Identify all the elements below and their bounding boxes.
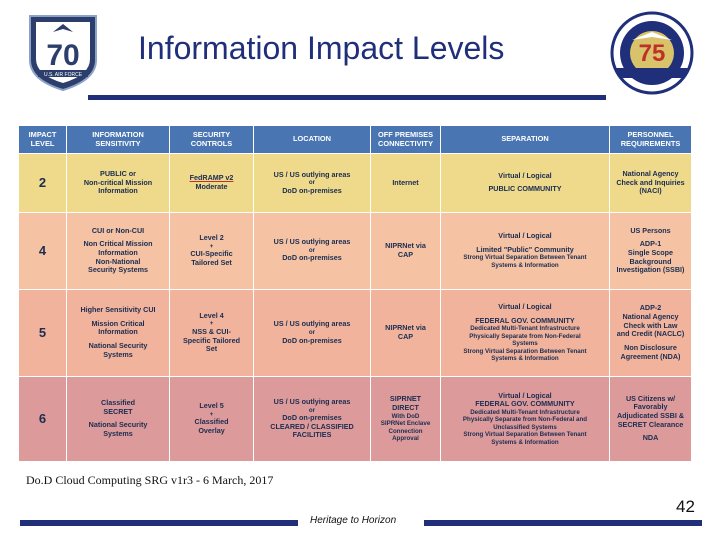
connectivity-cell: NIPRNet via CAP bbox=[370, 288, 441, 377]
footer-bar-right bbox=[424, 520, 702, 526]
connectivity-cell: Internet bbox=[370, 153, 441, 213]
table-row-level-4: 4 CUI or Non-CUI Non Critical Mission In… bbox=[18, 211, 692, 290]
personnel-cell: US Persons ADP-1 Single Scope Background… bbox=[609, 211, 692, 290]
separation-cell: Virtual / Logical Limited "Public" Commu… bbox=[440, 211, 610, 290]
footer-tagline: Heritage to Horizon bbox=[310, 515, 397, 526]
connectivity-cell: SIPRNET DIRECT With DoD SIPRNet Enclave … bbox=[370, 375, 441, 463]
page-title: Information Impact Levels bbox=[138, 30, 505, 66]
header-connectivity: OFF PREMISES CONNECTIVITY bbox=[370, 125, 441, 154]
location-cell: US / US outlying areas or DoD on-premise… bbox=[253, 288, 371, 377]
controls-cell: Level 4 + NSS & CUI- Specific Tailored S… bbox=[169, 288, 254, 377]
separation-cell: Virtual / Logical PUBLIC COMMUNITY bbox=[440, 153, 610, 213]
page-number: 42 bbox=[676, 497, 695, 516]
connectivity-cell: NIPRNet via CAP bbox=[370, 211, 441, 290]
location-cell: US / US outlying areas or DoD on-premise… bbox=[253, 153, 371, 213]
table-row-level-5: 5 Higher Sensitivity CUI Mission Critica… bbox=[18, 288, 692, 377]
impact-level-cell: 6 bbox=[18, 375, 67, 463]
sensitivity-cell: PUBLIC or Non-critical Mission Informati… bbox=[66, 153, 170, 213]
personnel-cell: ADP-2 National Agency Check with Law and… bbox=[609, 288, 692, 377]
header-separation: SEPARATION bbox=[440, 125, 610, 154]
controls-cell: FedRAMP v2 Moderate bbox=[169, 153, 254, 213]
impact-levels-table: IMPACT LEVEL INFORMATION SENSITIVITY SECUR… bbox=[18, 125, 692, 463]
personnel-cell: US Citizens w/ Favorably Adjudicated SSB… bbox=[609, 375, 692, 463]
logo-right-number: 75 bbox=[639, 40, 666, 67]
table-row-level-2: 2 PUBLIC or Non-critical Mission Informa… bbox=[18, 153, 692, 213]
header-location: LOCATION bbox=[253, 125, 371, 154]
impact-level-cell: 5 bbox=[18, 288, 67, 377]
impact-level-cell: 4 bbox=[18, 211, 67, 290]
title-underline bbox=[88, 95, 606, 100]
logo-left-caption: U.S. AIR FORCE bbox=[44, 72, 83, 78]
controls-cell: Level 2 + CUI-Specific Tailored Set bbox=[169, 211, 254, 290]
header-security-controls: SECURITY CONTROLS bbox=[169, 125, 254, 154]
sensitivity-cell: Classified SECRET National Security Syst… bbox=[66, 375, 170, 463]
location-cell: US / US outlying areas or DoD on-premise… bbox=[253, 211, 371, 290]
sensitivity-cell: CUI or Non-CUI Non Critical Mission Info… bbox=[66, 211, 170, 290]
controls-cell: Level 5 + Classified Overlay bbox=[169, 375, 254, 463]
separation-cell: Virtual / Logical FEDERAL GOV. COMMUNITY… bbox=[440, 375, 610, 463]
source-footnote: Do.D Cloud Computing SRG v1r3 - 6 March,… bbox=[26, 473, 274, 487]
usaf-70-logo: 70 U.S. AIR FORCE bbox=[22, 10, 104, 92]
impact-level-cell: 2 bbox=[18, 153, 67, 213]
sensitivity-cell: Higher Sensitivity CUI Mission Critical … bbox=[66, 288, 170, 377]
header-information-sensitivity: INFORMATION SENSITIVITY bbox=[66, 125, 170, 154]
table-header-row: IMPACT LEVEL INFORMATION SENSITIVITY SECUR… bbox=[18, 125, 692, 154]
table-row-level-6: 6 Classified SECRET National Security Sy… bbox=[18, 375, 692, 463]
location-cell: US / US outlying areas or DoD on-premise… bbox=[253, 375, 371, 463]
footer-bar-left bbox=[20, 520, 298, 526]
header-personnel: PERSONNEL REQUIREMENTS bbox=[609, 125, 692, 154]
separation-cell: Virtual / Logical FEDERAL GOV. COMMUNITY… bbox=[440, 288, 610, 377]
aetc-75-seal: 75 bbox=[602, 10, 702, 96]
logo-left-number: 70 bbox=[46, 39, 79, 72]
header-impact-level: IMPACT LEVEL bbox=[18, 125, 67, 154]
personnel-cell: National Agency Check and Inquiries (NAC… bbox=[609, 153, 692, 213]
